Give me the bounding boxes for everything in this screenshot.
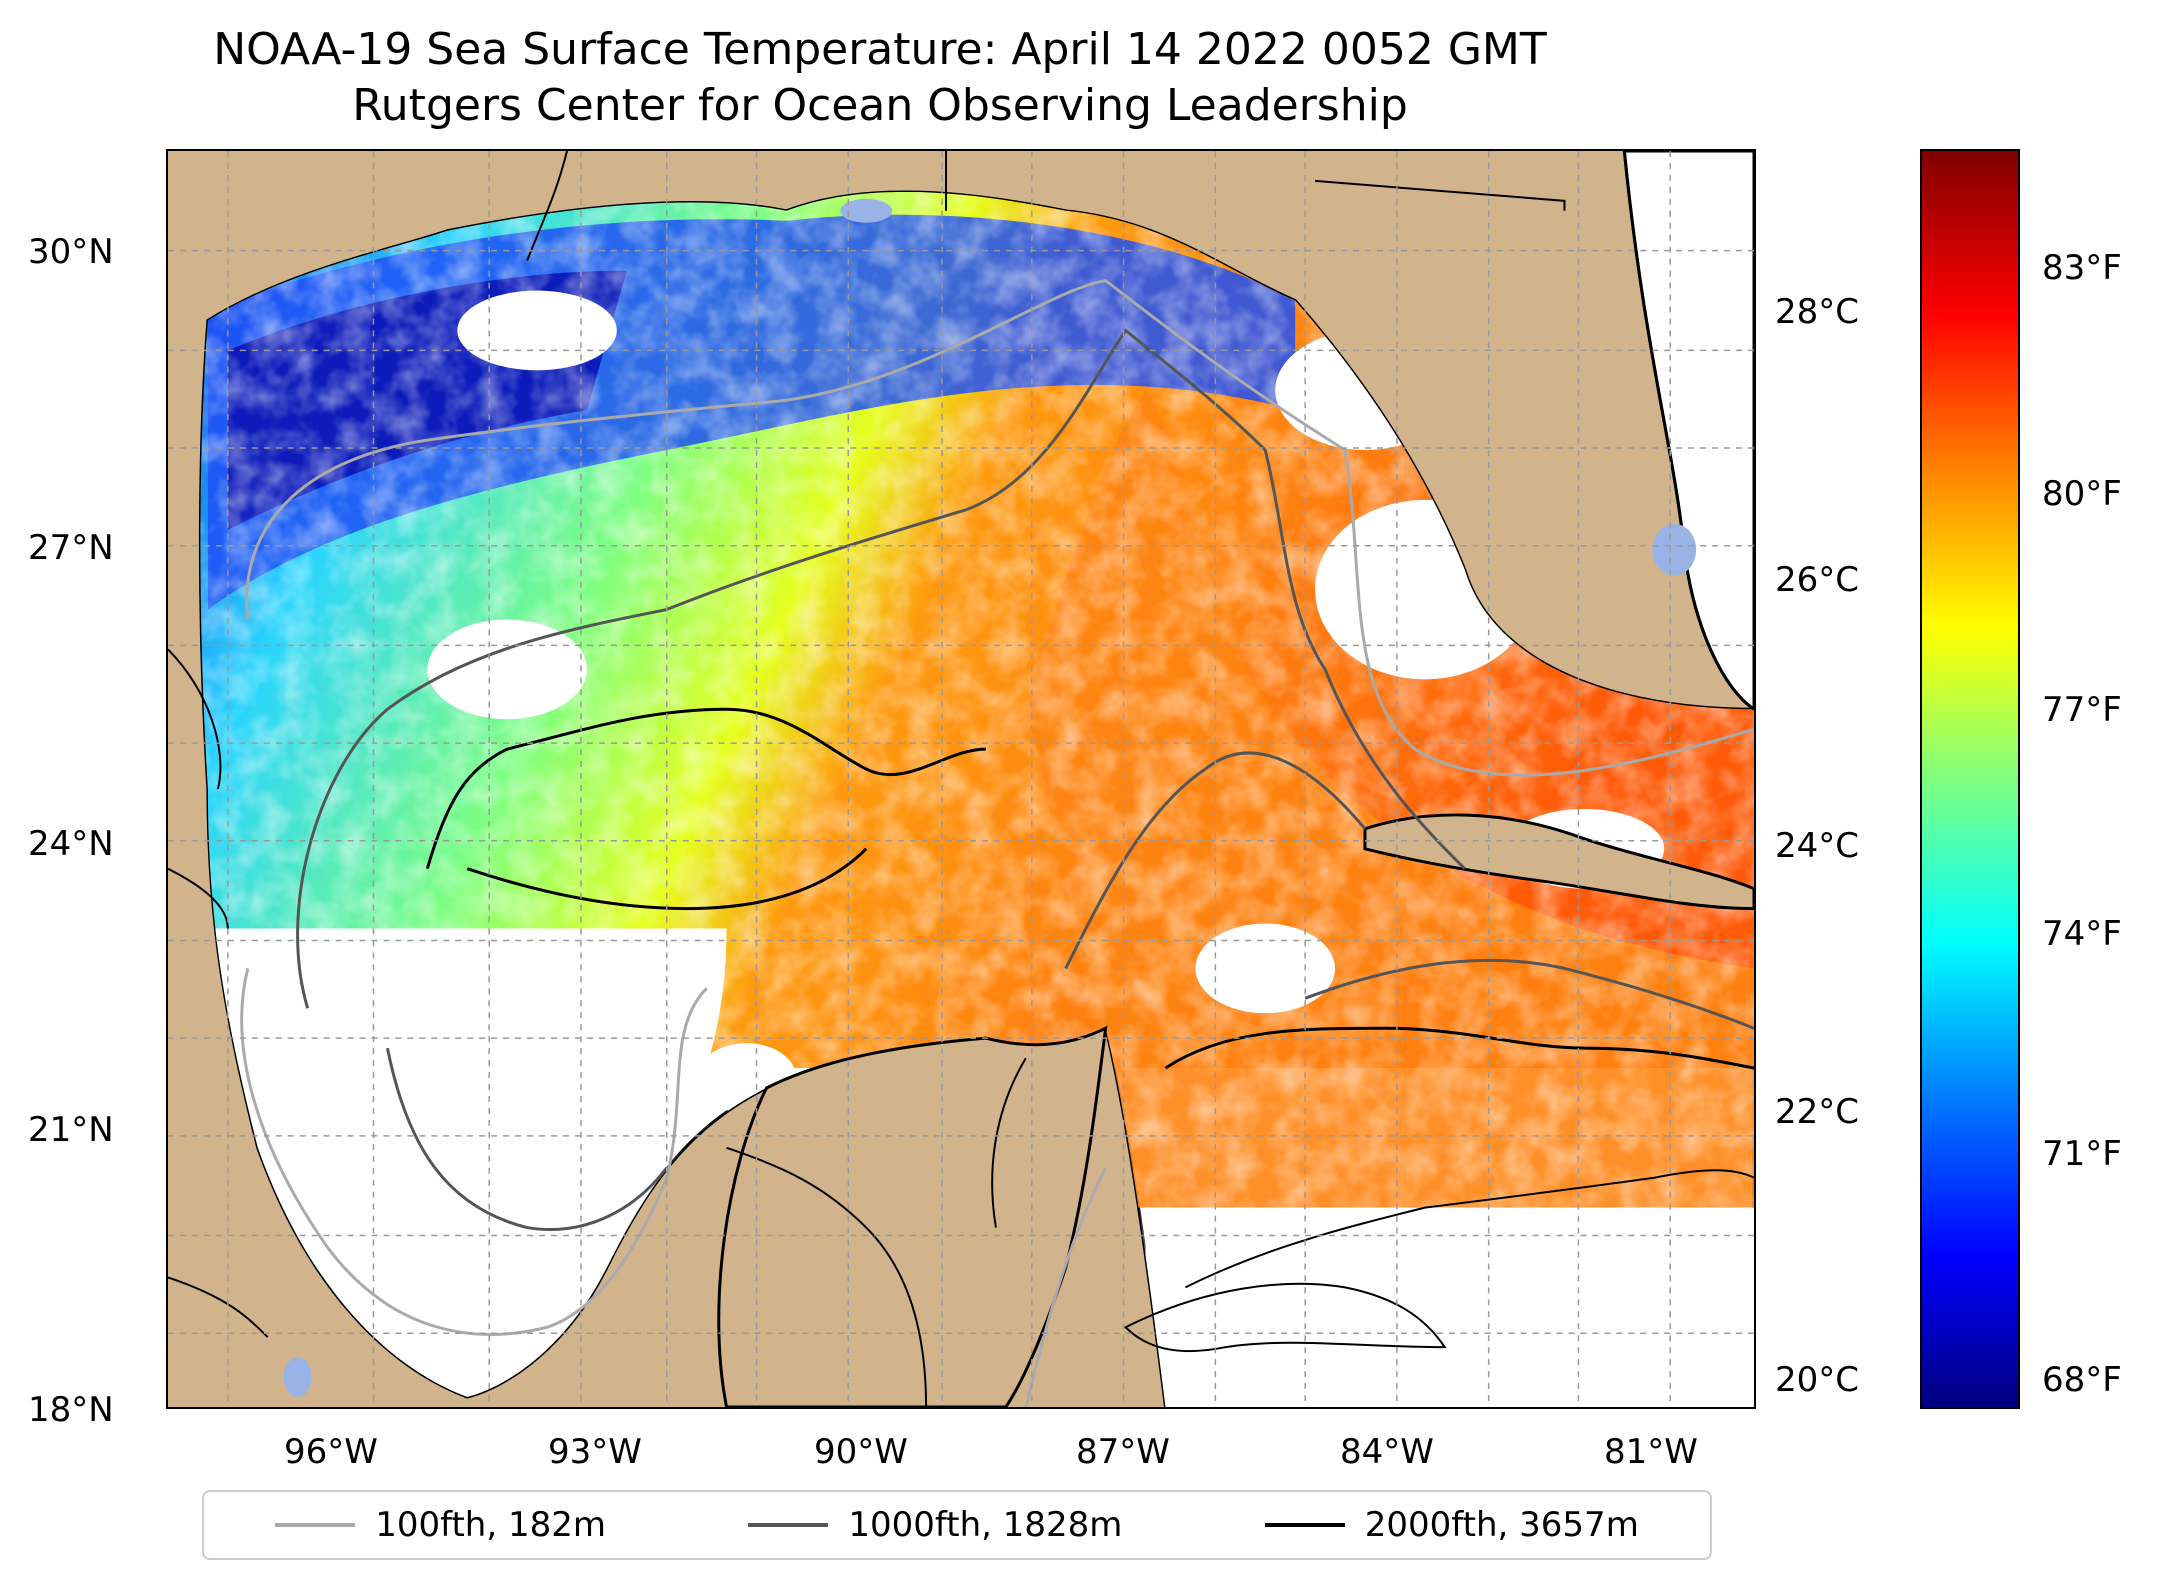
lon-tick-93w: 93°W	[548, 1432, 642, 1472]
cbar-label-74f: 74°F	[2042, 914, 2122, 954]
cbar-label-28c: 28°C	[1775, 292, 1860, 332]
legend-line-icon	[1264, 1523, 1345, 1527]
bathymetry-contours	[240, 279, 1754, 1407]
lon-tick-96w: 96°W	[284, 1432, 378, 1472]
map-subtitle: Rutgers Center for Ocean Observing Leade…	[352, 80, 1408, 131]
cbar-label-68f: 68°F	[2042, 1360, 2122, 1400]
cbar-label-26c: 26°C	[1775, 560, 1860, 600]
lat-tick-27n: 27°N	[28, 528, 114, 568]
cbar-label-24c: 24°C	[1775, 826, 1860, 866]
lat-tick-30n: 30°N	[28, 232, 114, 272]
lon-tick-84w: 84°W	[1340, 1432, 1434, 1472]
cbar-label-20c: 20°C	[1775, 1360, 1860, 1400]
sst-map	[166, 149, 1756, 1409]
legend-label: 2000fth, 3657m	[1364, 1505, 1639, 1545]
cbar-label-80f: 80°F	[2042, 474, 2122, 514]
lat-tick-24n: 24°N	[28, 824, 114, 864]
lat-tick-21n: 21°N	[28, 1110, 114, 1150]
legend-item-2000fth: 2000fth, 3657m	[1264, 1505, 1639, 1545]
lat-tick-18n: 18°N	[28, 1390, 114, 1430]
cbar-label-77f: 77°F	[2042, 690, 2122, 730]
temperature-colorbar	[1920, 149, 2020, 1409]
legend-label: 1000fth, 1828m	[848, 1505, 1123, 1545]
legend-item-100fth: 100fth, 182m	[275, 1505, 606, 1545]
sst-map-svg	[168, 151, 1754, 1407]
cbar-label-22c: 22°C	[1775, 1092, 1860, 1132]
legend-line-icon	[275, 1523, 356, 1527]
cbar-label-71f: 71°F	[2042, 1134, 2122, 1174]
bathymetry-legend: 100fth, 182m 1000fth, 1828m 2000fth, 365…	[202, 1490, 1712, 1560]
map-title: NOAA-19 Sea Surface Temperature: April 1…	[213, 24, 1547, 75]
lon-tick-90w: 90°W	[814, 1432, 908, 1472]
lon-tick-81w: 81°W	[1604, 1432, 1698, 1472]
lon-tick-87w: 87°W	[1076, 1432, 1170, 1472]
legend-item-1000fth: 1000fth, 1828m	[748, 1505, 1122, 1545]
political-borders	[168, 151, 1566, 1407]
cbar-label-83f: 83°F	[2042, 248, 2122, 288]
legend-label: 100fth, 182m	[375, 1505, 606, 1545]
sst-field	[200, 191, 1754, 1407]
legend-line-icon	[748, 1523, 829, 1527]
